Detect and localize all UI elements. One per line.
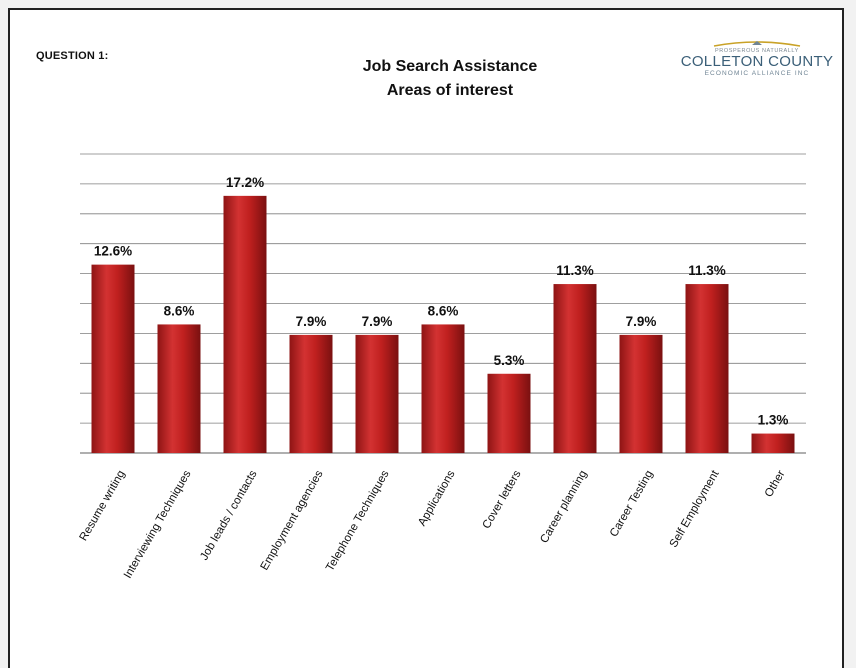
value-label-6: 5.3% — [494, 353, 525, 368]
chart-title: Job Search Assistance Areas of interest — [270, 55, 630, 103]
chart-title-line2: Areas of interest — [386, 82, 514, 99]
bar-9 — [685, 284, 729, 453]
logo-subtitle: ECONOMIC ALLIANCE INC — [704, 70, 810, 77]
category-label-9: Self Employment — [668, 468, 722, 550]
category-label-6: Cover letters — [481, 468, 524, 531]
bars — [91, 195, 795, 454]
colleton-county-logo: PROSPEROUS NATURALLY COLLETON COUNTY ECO… — [678, 36, 836, 94]
category-label-3: Employment agencies — [259, 468, 326, 572]
logo-swoosh-icon — [713, 41, 801, 47]
category-label-7: Career planning — [538, 469, 589, 546]
value-labels: 12.6% 8.6% 17.2% 7.9% 7.9% 8.6% 5.3% 11.3% 7.9% 1… — [94, 175, 789, 428]
bar-8 — [619, 334, 663, 453]
value-label-0: 12.6% — [94, 244, 132, 259]
value-label-7: 11.3% — [556, 263, 594, 278]
value-label-5: 8.6% — [428, 303, 459, 318]
bar-1 — [157, 324, 201, 453]
value-label-3: 7.9% — [296, 314, 327, 329]
question-label: QUESTION 1: — [36, 50, 109, 62]
category-label-8: Career Testing — [608, 469, 656, 540]
value-label-1: 8.6% — [164, 303, 195, 318]
value-label-10: 1.3% — [758, 413, 789, 428]
value-label-2: 17.2% — [226, 175, 264, 190]
bar-5 — [421, 324, 465, 453]
bar-6 — [487, 373, 531, 453]
value-label-8: 7.9% — [626, 314, 657, 329]
category-label-5: Applications — [416, 468, 458, 528]
value-label-9: 11.3% — [688, 263, 726, 278]
bar-4 — [355, 334, 399, 453]
bar-10 — [751, 433, 795, 453]
logo-name: COLLETON COUNTY — [680, 53, 834, 70]
bar-3 — [289, 334, 333, 453]
category-label-1: Interviewing Techniques — [122, 468, 194, 580]
logo-tagline: PROSPEROUS NATURALLY — [715, 48, 799, 54]
category-label-2: Job leads / contacts — [198, 468, 259, 562]
bar-0 — [91, 264, 135, 453]
bar-7 — [553, 284, 597, 453]
category-label-4: Telephone Techniques — [324, 468, 392, 573]
category-label-0: Resume writing — [78, 469, 128, 544]
value-label-4: 7.9% — [362, 314, 393, 329]
category-label-10: Other — [763, 468, 788, 499]
chart-title-line1: Job Search Assistance — [362, 58, 538, 75]
bar-2 — [223, 195, 267, 454]
